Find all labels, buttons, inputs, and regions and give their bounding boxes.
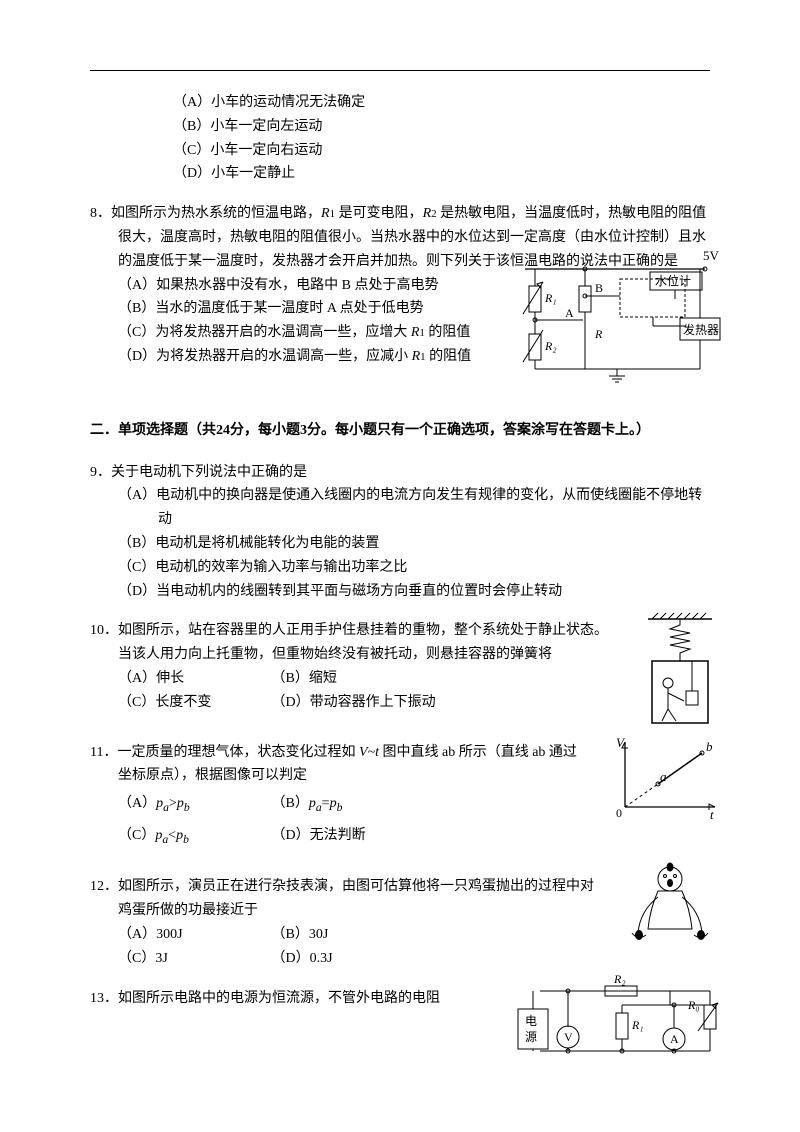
q10: 10．如图所示，站在容器里的人正用手护住悬挂着的重物，整个系统处于静止状态。当该… xyxy=(90,619,710,714)
q13-r2-label: R₂ xyxy=(613,972,626,986)
q10-opt-a: （A）伸长 xyxy=(118,667,268,691)
q13-v-meter: V xyxy=(564,1030,573,1044)
q11: V t 0 a b 11．一定质量的理想气体，状态变化过程如 V~t 图中直线 … xyxy=(90,741,710,850)
q13-src-label: 电 xyxy=(525,1014,537,1028)
q13-a-meter: A xyxy=(670,1032,679,1046)
q8-r2-label: R₂ xyxy=(544,339,557,353)
q13-text: 如图所示电路中的电源为恒流源，不管外电路的电阻 xyxy=(118,991,440,1006)
q12-opt-c: （C）3J xyxy=(118,947,268,971)
q10-num: 10． xyxy=(90,623,118,638)
q8: 5V R₁ R₂ A R xyxy=(90,202,710,369)
q9-opt-c: （C）电动机的效率为输入功率与输出功率之比 xyxy=(118,556,710,580)
q9-text: 关于电动机下列说法中正确的是 xyxy=(111,465,307,480)
q12-opt-b: （B）30J xyxy=(272,923,422,947)
q8-water-label: 水位计 xyxy=(655,273,691,288)
q9-opt-d: （D）当电动机内的线圈转到其平面与磁场方向垂直的位置时会停止转动 xyxy=(118,580,710,604)
q7-opt-b: （B）小车一定向左运动 xyxy=(173,115,710,139)
q7-opt-d: （D）小车一定静止 xyxy=(173,162,710,186)
q9: 9．关于电动机下列说法中正确的是 （A）电动机中的换向器是使通入线圈内的电流方向… xyxy=(90,461,710,604)
q11-a-label: a xyxy=(660,769,667,784)
q12: 12．如图所示，演员正在进行杂技表演，由图可估算他将一只鸡蛋抛出的过程中对鸡蛋所… xyxy=(90,875,710,970)
q8-figure: 5V R₁ R₂ A R xyxy=(525,264,720,378)
q11-t-axis: t xyxy=(710,807,714,822)
section-ii-heading: 二．单项选择题（共24分，每小题3分。每小题只有一个正确选项，答案涂写在答题卡上… xyxy=(90,419,710,443)
q8-b-label: B xyxy=(595,281,603,295)
q11-opt-a: （A）pa>pb xyxy=(118,792,268,818)
q13-figure: 电 源 V R₂ R₁ xyxy=(510,981,720,1072)
q12-text: 如图所示，演员正在进行杂技表演，由图可估算他将一只鸡蛋抛出的过程中对鸡蛋所做的功… xyxy=(118,879,594,918)
q12-num: 12． xyxy=(90,879,118,894)
q9-opt-a: （A）电动机中的换向器是使通入线圈内的电流方向发生有规律的变化，从而使线圈能不停… xyxy=(118,484,710,532)
q8-num: 8． xyxy=(90,206,111,221)
page-top-rule xyxy=(90,70,710,71)
q12-opt-d: （D）0.3J xyxy=(272,947,422,971)
q8-r-label: R xyxy=(594,327,603,341)
q13: 电 源 V R₂ R₁ xyxy=(90,987,710,1011)
q10-opt-c: （C）长度不变 xyxy=(118,691,268,715)
q9-num: 9． xyxy=(90,465,111,480)
q12-figure xyxy=(620,861,720,970)
q10-opt-b: （B）缩短 xyxy=(272,667,422,691)
q7-options: （A）小车的运动情况无法确定 （B）小车一定向左运动 （C）小车一定向右运动 （… xyxy=(90,91,710,186)
q11-zero: 0 xyxy=(616,806,622,820)
q9-opt-b: （B）电动机是将机械能转化为电能的装置 xyxy=(118,532,710,556)
q11-figure: V t 0 a b xyxy=(610,737,720,831)
q8-text1: 如图所示为热水系统的恒温电路， xyxy=(111,206,321,221)
q11-opt-c: （C）pa<pb xyxy=(118,824,268,850)
q13-r1-label: R₁ xyxy=(631,1018,644,1032)
q10-opt-d: （D）带动容器作上下振动 xyxy=(272,691,472,715)
q12-opt-a: （A）300J xyxy=(118,923,268,947)
svg-text:源: 源 xyxy=(525,1030,537,1044)
q8-r1-label: R₁ xyxy=(544,291,557,305)
q11-opt-d: （D）无法判断 xyxy=(272,824,422,848)
q11-b-label: b xyxy=(706,739,713,754)
q10-text: 如图所示，站在容器里的人正用手护住悬挂着的重物，整个系统处于静止状态。当该人用力… xyxy=(118,623,608,662)
q7-opt-a: （A）小车的运动情况无法确定 xyxy=(173,91,710,115)
q8-a-label: A xyxy=(565,306,574,320)
q8-heater-label: 发热器 xyxy=(683,322,719,337)
q11-num: 11． xyxy=(90,745,117,760)
q8-5v-label: 5V xyxy=(703,248,720,263)
q13-num: 13． xyxy=(90,991,118,1006)
q7-opt-c: （C）小车一定向右运动 xyxy=(173,139,710,163)
q10-figure xyxy=(640,613,720,742)
q11-opt-b: （B）pa=pb xyxy=(272,792,422,818)
